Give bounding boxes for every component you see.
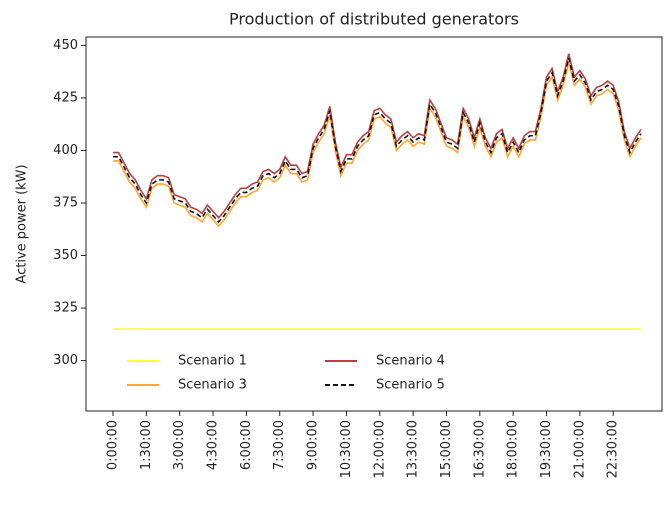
- x-tick-label: 9:00:00: [306, 420, 321, 470]
- legend-label: Scenario 5: [376, 378, 445, 393]
- x-tick-label: 15:00:00: [439, 420, 454, 478]
- y-tick-label: 300: [53, 353, 78, 368]
- x-tick-label: 10:30:00: [339, 420, 354, 478]
- series-line: [113, 57, 642, 224]
- legend-label: Scenario 4: [376, 354, 445, 369]
- x-tick-label: 22:30:00: [606, 420, 621, 478]
- y-tick-label: 350: [53, 248, 78, 263]
- series-line: [113, 53, 642, 219]
- y-tick-label: 325: [53, 301, 78, 316]
- x-tick-label: 18:00:00: [506, 420, 521, 478]
- x-tick-label: 6:00:00: [239, 420, 254, 470]
- x-tick-label: 21:00:00: [572, 420, 587, 478]
- x-tick-label: 13:30:00: [406, 420, 421, 478]
- x-tick-label: 3:00:00: [172, 420, 187, 470]
- chart-title: Production of distributed generators: [229, 10, 519, 29]
- plot-frame: [85, 36, 663, 412]
- y-axis-label: Active power (kW): [15, 164, 30, 283]
- legend-label: Scenario 3: [178, 378, 247, 393]
- x-tick-label: 12:00:00: [372, 420, 387, 478]
- y-tick-label: 400: [53, 143, 78, 158]
- y-tick-label: 450: [53, 38, 78, 53]
- x-tick-label: 7:30:00: [272, 420, 287, 470]
- x-tick-label: 19:30:00: [539, 420, 554, 478]
- y-tick-label: 425: [53, 90, 78, 105]
- y-tick-label: 375: [53, 195, 78, 210]
- x-tick-label: 4:30:00: [206, 420, 221, 470]
- series-line: [113, 62, 642, 228]
- x-tick-label: 16:30:00: [472, 420, 487, 478]
- x-tick-label: 1:30:00: [139, 420, 154, 470]
- x-tick-label: 0:00:00: [106, 420, 121, 470]
- legend-label: Scenario 1: [178, 354, 247, 369]
